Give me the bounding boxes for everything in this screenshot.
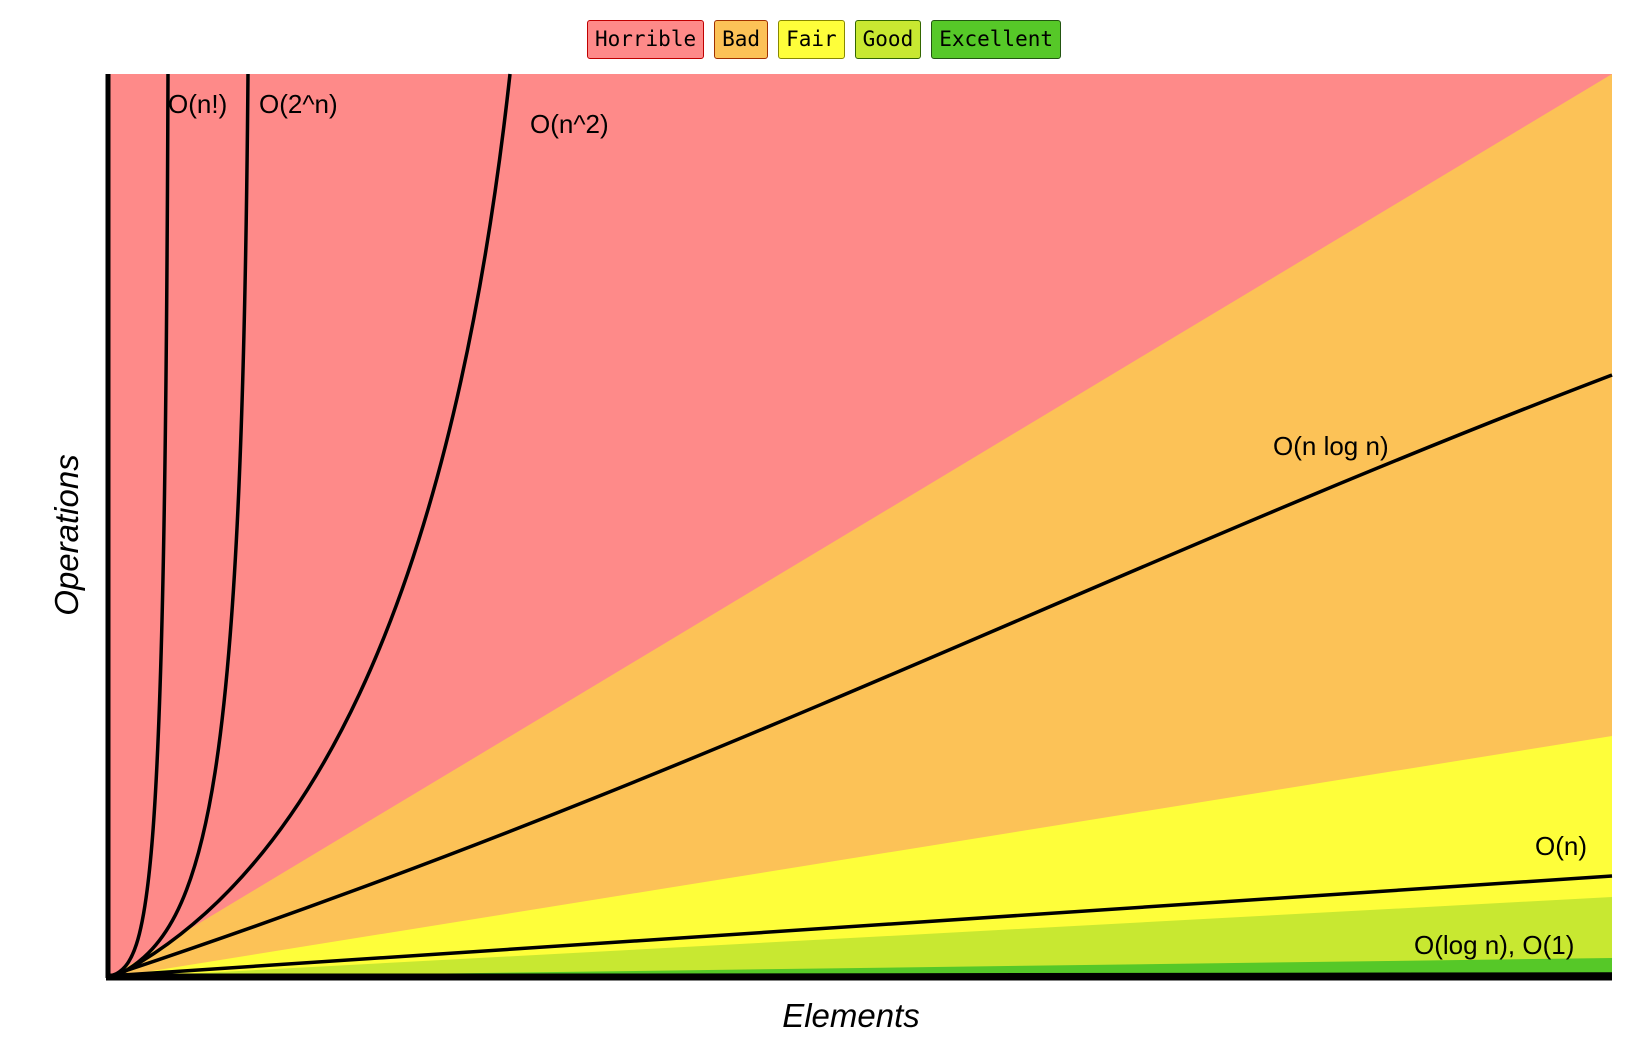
legend-item-horrible: Horrible xyxy=(586,20,705,59)
legend-item-bad: Bad xyxy=(714,20,769,59)
curve-linear xyxy=(107,874,1613,978)
legend: Horrible Bad Fair Good Excellent xyxy=(0,20,1648,59)
y-axis-title: Operations xyxy=(48,454,85,615)
label-factorial: O(n!) xyxy=(168,89,227,119)
region-good xyxy=(108,897,1612,978)
region-bad xyxy=(108,74,1612,978)
label-nlogn: O(n log n) xyxy=(1273,431,1389,461)
curve-factorial xyxy=(111,73,170,978)
curve-exponential xyxy=(115,73,250,978)
x-axis-title: Elements xyxy=(782,997,920,1034)
legend-item-good: Good xyxy=(854,20,922,59)
label-log-constant: O(log n), O(1) xyxy=(1414,930,1574,960)
regions xyxy=(108,74,1612,978)
label-exponential: O(2^n) xyxy=(259,89,338,119)
legend-item-excellent: Excellent xyxy=(931,20,1062,59)
curve-nlogn xyxy=(109,373,1613,978)
axes xyxy=(105,74,1612,981)
label-quadratic: O(n^2) xyxy=(530,109,609,139)
curve-quadratic xyxy=(115,73,512,978)
label-linear: O(n) xyxy=(1535,831,1587,861)
curve-labels: O(n!) O(2^n) O(n^2) O(n log n) O(n) O(lo… xyxy=(168,89,1587,960)
legend-item-fair: Fair xyxy=(778,20,845,59)
